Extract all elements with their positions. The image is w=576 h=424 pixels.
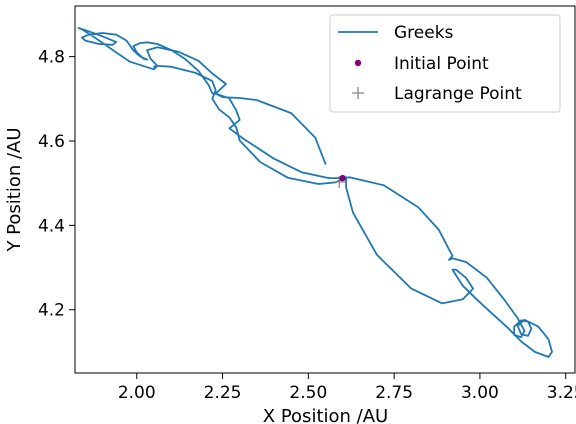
x-tick-label: 2.00 — [118, 383, 156, 403]
legend-label-initial-point: Initial Point — [394, 54, 489, 74]
y-axis: 4.2 4.4 4.6 4.8 — [38, 48, 75, 321]
x-tick-label: 2.25 — [204, 383, 242, 403]
x-tick-label: 2.75 — [375, 383, 413, 403]
y-tick-label: 4.6 — [38, 132, 65, 152]
x-axis: 2.00 2.25 2.50 2.75 3.00 3.25 — [118, 373, 576, 403]
x-axis-title: X Position /AU — [263, 406, 388, 424]
y-tick-label: 4.8 — [38, 48, 65, 68]
x-tick-label: 3.00 — [461, 383, 499, 403]
initial-point-marker — [339, 175, 345, 181]
legend: Greeks Initial Point Lagrange Point — [330, 15, 560, 112]
x-tick-label: 3.25 — [547, 383, 576, 403]
legend-label-greeks: Greeks — [394, 23, 454, 43]
legend-label-lagrange-point: Lagrange Point — [394, 84, 522, 104]
y-axis-title: Y Position /AU — [4, 127, 25, 252]
legend-dot-sample — [355, 60, 361, 66]
y-tick-label: 4.2 — [38, 301, 65, 321]
x-tick-label: 2.50 — [289, 383, 327, 403]
y-tick-label: 4.4 — [38, 216, 65, 236]
